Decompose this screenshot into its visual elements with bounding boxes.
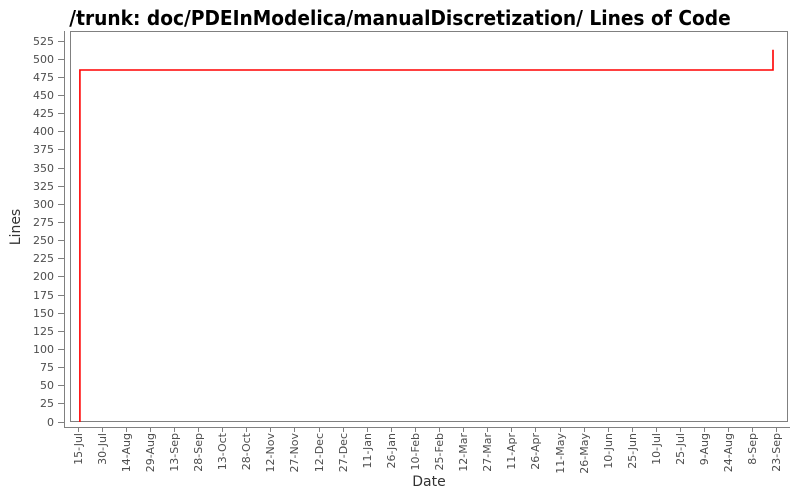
y-tick-mark: [58, 58, 64, 60]
y-tick-mark: [58, 403, 64, 405]
x-tick-mark: [487, 427, 489, 432]
x-tick-mark: [655, 427, 657, 432]
y-tick-mark: [58, 40, 64, 42]
y-tick-mark: [58, 113, 64, 115]
x-tick-mark: [728, 427, 730, 432]
y-tick-mark: [58, 131, 64, 133]
y-tick-label: 225: [33, 252, 54, 266]
y-tick-label: 175: [33, 288, 54, 302]
y-tick-label: 500: [33, 52, 54, 66]
y-tick-label: 75: [40, 361, 54, 375]
series-polyline: [79, 49, 774, 422]
y-tick-label: 125: [33, 324, 54, 338]
x-tick-mark: [704, 427, 706, 432]
x-tick-mark: [173, 427, 175, 432]
x-tick-mark: [390, 427, 392, 432]
y-tick-mark: [58, 385, 64, 387]
x-tick-mark: [366, 427, 368, 432]
x-tick-mark: [511, 427, 513, 432]
x-tick-mark: [198, 427, 199, 432]
x-axis-label: Date: [412, 474, 446, 490]
y-tick-mark: [58, 221, 64, 223]
x-tick-mark: [559, 427, 561, 432]
x-tick-mark: [607, 427, 609, 432]
y-tick-label: 250: [33, 234, 54, 248]
x-tick-mark: [77, 427, 79, 432]
y-tick-mark: [58, 76, 64, 78]
plot-area: [70, 31, 788, 422]
y-tick-label: 350: [33, 161, 54, 175]
x-tick-mark: [439, 427, 440, 432]
x-tick-mark: [149, 427, 151, 432]
y-tick-label: 25: [40, 397, 54, 411]
y-tick-mark: [58, 312, 64, 314]
x-tick-mark: [414, 427, 416, 432]
x-tick-mark: [583, 427, 585, 432]
y-tick-label: 150: [33, 306, 54, 320]
y-tick-label: 200: [33, 270, 54, 284]
y-tick-label: 375: [33, 143, 54, 157]
x-tick-mark: [270, 427, 272, 432]
y-tick-mark: [58, 149, 64, 151]
y-tick-label: 400: [33, 125, 54, 139]
x-tick-mark: [101, 427, 103, 432]
x-tick-mark: [680, 427, 681, 432]
y-tick-label: 425: [33, 107, 54, 121]
x-tick-mark: [246, 427, 248, 432]
x-tick-mark: [294, 427, 296, 432]
y-axis-label: Lines: [8, 208, 24, 246]
x-tick-mark: [342, 427, 344, 432]
x-tick-mark: [776, 427, 778, 432]
y-tick-mark: [58, 258, 64, 260]
y-tick-mark: [58, 421, 64, 423]
y-tick-label: 0: [47, 415, 54, 429]
x-tick-mark: [752, 427, 754, 432]
x-tick-mark: [125, 427, 127, 432]
y-tick-mark: [58, 240, 64, 242]
chart-title: /trunk: doc/PDEInModelica/manualDiscreti…: [69, 6, 731, 30]
y-tick-label: 450: [33, 88, 54, 102]
y-axis-line: [64, 31, 65, 427]
y-tick-mark: [58, 367, 64, 369]
y-tick-mark: [58, 348, 64, 350]
y-tick-label: 325: [33, 179, 54, 193]
y-tick-mark: [58, 203, 64, 205]
y-tick-mark: [58, 330, 64, 332]
x-tick-mark: [631, 427, 633, 432]
x-tick-mark: [463, 427, 465, 432]
y-tick-label: 50: [40, 379, 54, 393]
y-tick-label: 525: [33, 34, 54, 48]
x-tick-mark: [222, 427, 224, 432]
y-tick-mark: [58, 185, 64, 187]
y-tick-mark: [58, 167, 64, 169]
y-tick-mark: [58, 276, 64, 278]
y-tick-label: 300: [33, 197, 54, 211]
x-axis-line: [64, 427, 790, 428]
y-tick-mark: [58, 94, 64, 96]
x-tick-mark: [535, 427, 537, 432]
x-tick-mark: [318, 427, 320, 432]
y-tick-label: 275: [33, 215, 54, 229]
y-tick-mark: [58, 294, 64, 296]
y-tick-label: 100: [33, 342, 54, 356]
y-tick-label: 475: [33, 70, 54, 84]
